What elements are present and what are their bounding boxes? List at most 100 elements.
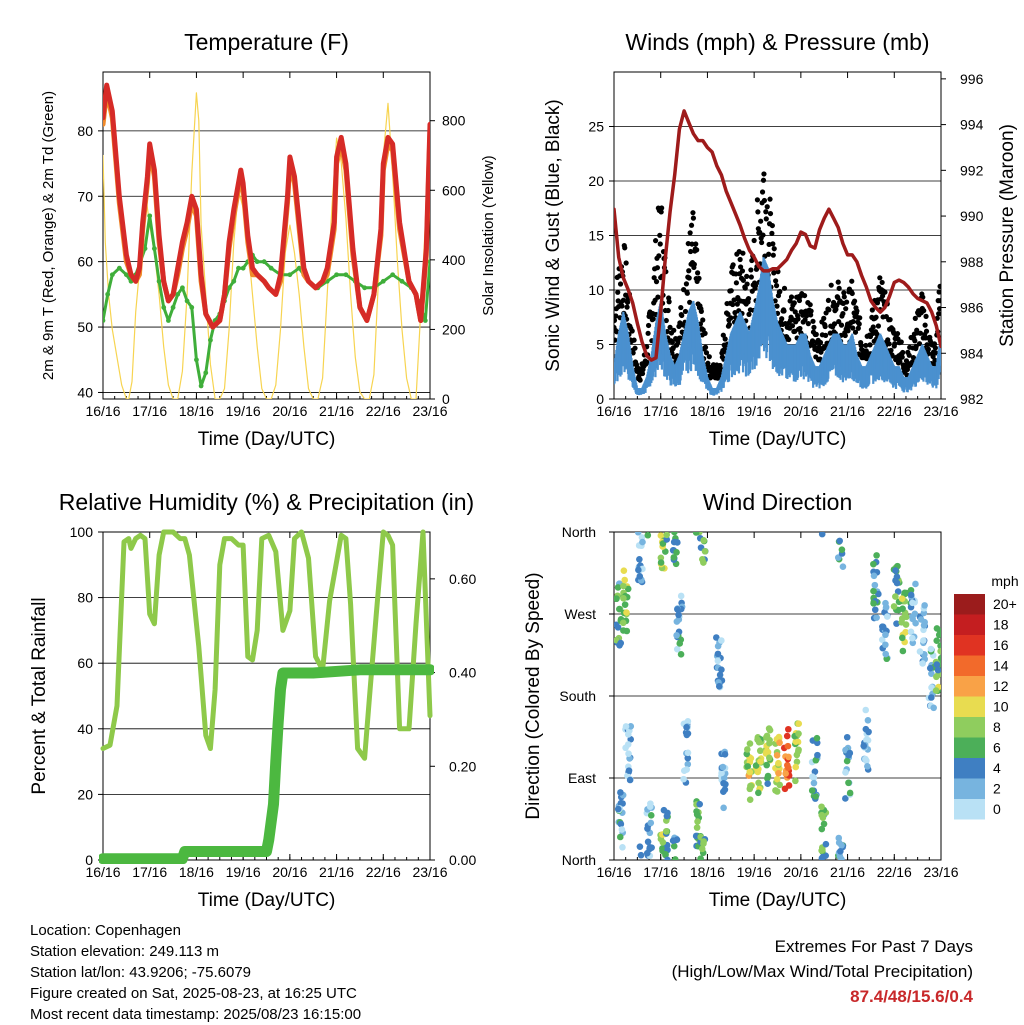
- direction-point: [864, 736, 872, 744]
- gust-point: [645, 330, 651, 336]
- y2-tick-label: 200: [442, 321, 466, 337]
- gust-point: [689, 241, 695, 247]
- direction-point: [811, 768, 819, 775]
- dewpoint-point: [390, 272, 396, 278]
- dewpoint-point: [287, 272, 293, 278]
- gust-point: [841, 294, 847, 300]
- y2-tick-label: 600: [442, 182, 466, 198]
- extremes-title: Extremes For Past 7 Days: [774, 937, 973, 956]
- direction-point: [700, 536, 707, 544]
- gust-point: [687, 299, 693, 305]
- direction-point: [617, 820, 625, 828]
- direction-point: [842, 769, 849, 776]
- direction-point: [676, 640, 684, 647]
- gust-point: [912, 338, 918, 344]
- gust-point: [644, 359, 650, 365]
- direction-point: [625, 750, 632, 757]
- gust-point: [773, 283, 780, 289]
- gust-point: [822, 323, 828, 330]
- direction-point: [674, 606, 681, 613]
- chart-title: Relative Humidity (%) & Precipitation (i…: [59, 489, 474, 515]
- gust-point: [771, 270, 777, 276]
- direction-point: [670, 554, 678, 561]
- direction-point: [870, 587, 877, 595]
- gust-point: [728, 288, 734, 294]
- chart-title: Temperature (F): [184, 29, 349, 55]
- gust-point: [652, 238, 659, 244]
- gust-point: [650, 316, 656, 322]
- gust-point: [683, 281, 690, 287]
- gust-point: [809, 338, 816, 344]
- gust-point: [885, 337, 891, 343]
- gust-point: [858, 342, 864, 349]
- y2-tick-label: 996: [960, 71, 984, 87]
- dewpoint-point: [422, 318, 428, 323]
- legend-swatch: [954, 655, 985, 676]
- gust-point: [898, 339, 904, 345]
- direction-point: [673, 632, 680, 639]
- gust-point: [760, 177, 767, 183]
- gust-point: [863, 342, 869, 349]
- direction-point: [873, 552, 880, 559]
- direction-point: [818, 532, 826, 538]
- direction-point: [720, 779, 727, 787]
- extremes-subtitle: (High/Low/Max Wind/Total Precipitation): [671, 962, 973, 981]
- direction-point: [664, 856, 671, 860]
- direction-point: [755, 738, 763, 746]
- direction-point: [843, 757, 851, 765]
- direction-point: [618, 826, 626, 833]
- direction-point: [627, 736, 635, 743]
- gust-point: [841, 290, 847, 296]
- dewpoint-point: [184, 298, 190, 304]
- gust-point: [686, 268, 692, 274]
- direction-point: [842, 795, 849, 802]
- gust-point: [875, 323, 882, 329]
- dewpoint-point: [170, 305, 176, 310]
- gust-point: [843, 306, 849, 312]
- direction-point: [714, 642, 722, 650]
- legend-swatch: [954, 717, 985, 738]
- gust-point: [742, 285, 748, 291]
- y-tick-label: South: [559, 688, 596, 704]
- dewpoint-point: [203, 370, 209, 376]
- direction-point: [843, 733, 851, 741]
- gust-point: [690, 210, 696, 216]
- direction-point: [622, 723, 630, 730]
- gust-point: [845, 328, 851, 334]
- direction-point: [623, 627, 631, 635]
- y-tick-label: 5: [596, 337, 604, 353]
- direction-point: [920, 609, 928, 617]
- x-tick-label: 21/16: [319, 864, 354, 880]
- humidity-line: [100, 529, 433, 761]
- gust-point: [737, 256, 743, 263]
- direction-point: [636, 843, 644, 850]
- y-tick-label: 80: [77, 590, 93, 606]
- x-tick-label: 23/16: [923, 403, 958, 419]
- dewpoint-point: [180, 285, 185, 291]
- direction-point: [765, 754, 773, 762]
- gust-point: [726, 321, 732, 328]
- x-tick-label: 16/16: [85, 864, 120, 880]
- direction-point: [793, 758, 801, 766]
- legend-label: 10: [993, 699, 1009, 715]
- y2-tick-label: 984: [960, 345, 984, 361]
- direction-point: [693, 808, 700, 815]
- pressure-line: [614, 109, 941, 362]
- gust-point: [624, 304, 630, 310]
- speed-legend: mph 20+ 18 16 14 12 10 8 6 4 2 0: [954, 573, 1019, 820]
- x-tick-label: 17/16: [643, 403, 678, 419]
- legend-swatch: [954, 799, 985, 820]
- direction-point: [912, 580, 919, 588]
- direction-point: [639, 538, 646, 546]
- direction-point: [746, 740, 754, 747]
- legend-label: 0: [993, 801, 1001, 817]
- temp-2m-line: [103, 82, 430, 330]
- direction-point: [898, 634, 906, 642]
- x-tick-label: 21/16: [830, 864, 865, 880]
- gust-point: [932, 357, 938, 363]
- gust-point: [821, 315, 827, 321]
- gust-point: [614, 337, 618, 343]
- y-tick-label: 80: [77, 123, 93, 139]
- direction-point: [721, 786, 729, 793]
- gust-point: [801, 292, 808, 299]
